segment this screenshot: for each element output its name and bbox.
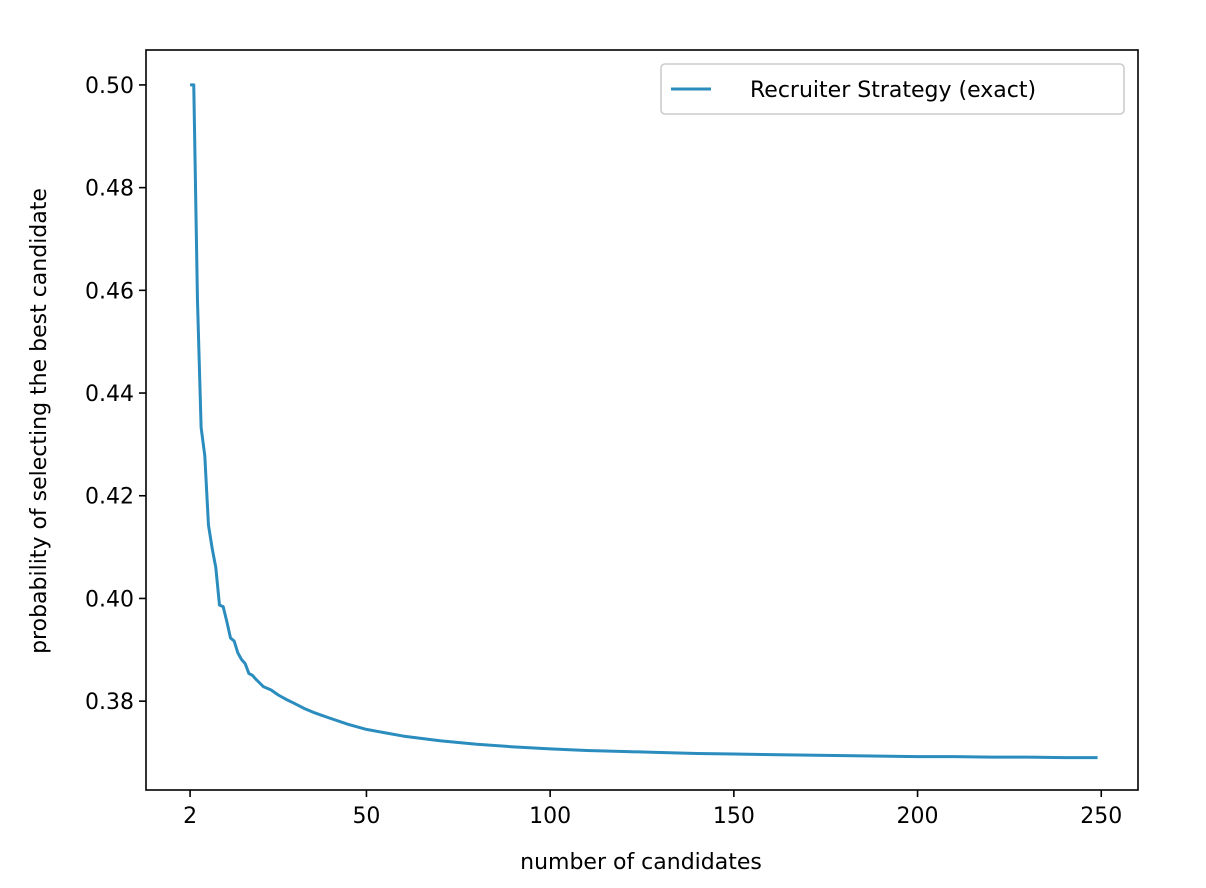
y-axis-label: probability of selecting the best candid… xyxy=(27,188,52,654)
y-tick-label: 0.44 xyxy=(85,382,134,407)
y-tick-label: 0.48 xyxy=(85,177,134,202)
y-tick-label: 0.46 xyxy=(85,279,134,304)
legend-box xyxy=(660,63,1125,115)
plot-layer xyxy=(145,49,1139,791)
y-tick-label: 0.40 xyxy=(85,587,134,612)
x-tick-label: 2 xyxy=(183,804,197,829)
x-tick-label: 150 xyxy=(713,804,755,829)
tick-layer: 2 50 100 150 200 2500.380.400.420.440.460.480… xyxy=(85,74,1122,829)
series-line-0 xyxy=(190,83,1098,760)
x-tick-label: 250 xyxy=(1080,804,1122,829)
x-tick-label: 200 xyxy=(897,804,939,829)
axes-frame xyxy=(145,49,1139,791)
x-axis-label: number of candidates xyxy=(520,850,762,875)
x-tick-label: 50 xyxy=(352,804,380,829)
legend: Recruiter Strategy (exact) xyxy=(660,63,1125,115)
y-tick-label: 0.50 xyxy=(85,74,134,99)
x-tick-label: 100 xyxy=(529,804,571,829)
legend-label: Recruiter Strategy (exact) xyxy=(750,78,1036,103)
y-tick-label: 0.38 xyxy=(85,690,134,715)
y-tick-label: 0.42 xyxy=(85,485,134,510)
